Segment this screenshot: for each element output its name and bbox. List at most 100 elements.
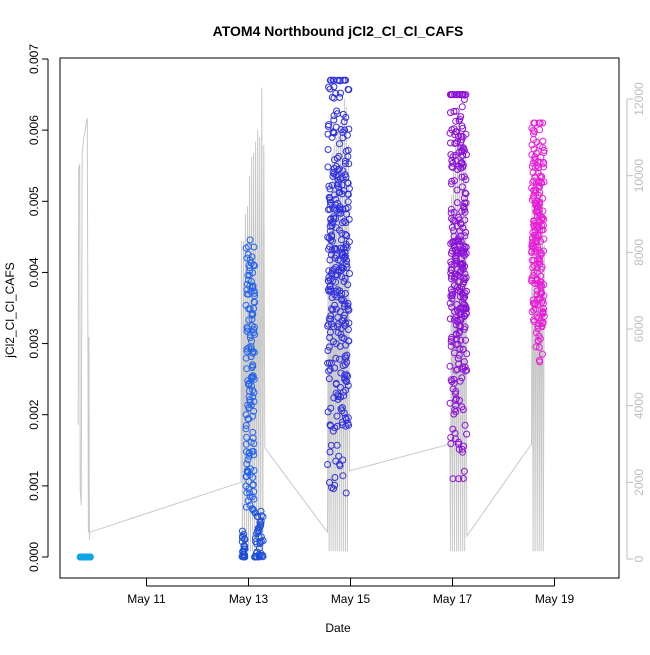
data-point [338, 418, 346, 426]
data-point [528, 184, 536, 192]
data-point [324, 461, 332, 468]
data-point [450, 379, 458, 387]
axes-layer: 0.000 0.001 0.002 0.003 0.004 0.005 0.006 0.007… [27, 44, 646, 606]
data-point [345, 319, 353, 327]
data-point [248, 253, 256, 261]
data-point [342, 231, 349, 238]
data-point [327, 312, 335, 320]
data-point [532, 343, 540, 351]
data-point [458, 445, 466, 453]
data-point [448, 261, 456, 268]
data-point [455, 445, 463, 453]
data-point [339, 388, 347, 396]
data-point [339, 167, 347, 175]
data-point [257, 512, 265, 520]
data-point [257, 507, 265, 515]
data-point [244, 456, 252, 464]
data-point [243, 489, 251, 497]
data-point [333, 293, 341, 301]
data-point [326, 205, 334, 213]
data-point [461, 252, 469, 259]
data-point [245, 305, 253, 313]
data-point [342, 414, 349, 422]
data-point [337, 295, 345, 303]
data-point [345, 306, 353, 314]
data-point [454, 235, 462, 243]
data-point [336, 140, 343, 148]
data-point [338, 407, 346, 415]
data-point [245, 316, 253, 324]
data-point [340, 409, 348, 417]
data-point [336, 462, 344, 470]
data-point [461, 367, 469, 375]
y2-tick-label: 6000 [632, 315, 646, 342]
data-point [243, 365, 251, 373]
data-point [324, 233, 332, 241]
data-point [243, 254, 251, 262]
y2-tick-label: 10000 [632, 159, 646, 193]
data-point [459, 91, 467, 99]
data-point [535, 356, 543, 364]
data-point [247, 343, 255, 351]
data-point [341, 160, 349, 167]
data-point [344, 382, 352, 389]
data-point [324, 347, 332, 354]
data-point [344, 326, 352, 333]
data-point [333, 422, 341, 430]
data-point [528, 256, 536, 264]
data-point [452, 387, 460, 395]
data-point [325, 287, 333, 295]
data-point [449, 425, 457, 433]
data-point [329, 172, 337, 180]
data-point [336, 188, 344, 196]
data-point [452, 390, 459, 398]
y-axis-label: jCl2_Cl_Cl_CAFS [3, 262, 17, 358]
data-point [446, 362, 454, 370]
data-point [340, 118, 348, 126]
data-point [339, 264, 347, 272]
data-point [532, 208, 540, 215]
data-point [245, 449, 253, 457]
data-point [250, 287, 258, 295]
data-point [339, 134, 347, 142]
data-point [462, 151, 470, 159]
data-point [326, 227, 334, 235]
data-point [336, 203, 344, 211]
data-point [457, 164, 465, 172]
data-point [535, 344, 543, 351]
y2-tick-label: 0 [632, 555, 646, 562]
data-point [452, 117, 460, 125]
data-point [538, 350, 546, 358]
data-point [250, 467, 258, 474]
data-point [329, 205, 337, 213]
data-point [331, 291, 339, 299]
series-may-09 [76, 553, 94, 561]
data-point [325, 267, 333, 275]
data-point [238, 527, 246, 535]
data-point [344, 146, 352, 154]
data-point [529, 242, 537, 250]
data-point [342, 319, 350, 327]
data-point [530, 300, 538, 308]
data-point [334, 393, 342, 400]
data-point [447, 335, 455, 343]
data-point [532, 329, 540, 337]
data-point [460, 204, 468, 212]
y-tick-label: 0.001 [27, 471, 41, 501]
data-point [243, 323, 251, 331]
series-may-19 [528, 119, 548, 366]
plot-frame [59, 57, 620, 579]
data-point [339, 128, 347, 136]
data-point [539, 160, 547, 168]
data-point [250, 305, 258, 312]
data-point [452, 249, 460, 257]
x-tick-label: May 13 [229, 592, 269, 606]
data-point [246, 236, 254, 244]
data-point [530, 192, 538, 200]
data-point [325, 375, 333, 383]
data-point [339, 110, 347, 118]
data-point [238, 553, 246, 561]
data-point [328, 320, 335, 328]
data-point [461, 189, 469, 197]
data-point [337, 89, 344, 97]
